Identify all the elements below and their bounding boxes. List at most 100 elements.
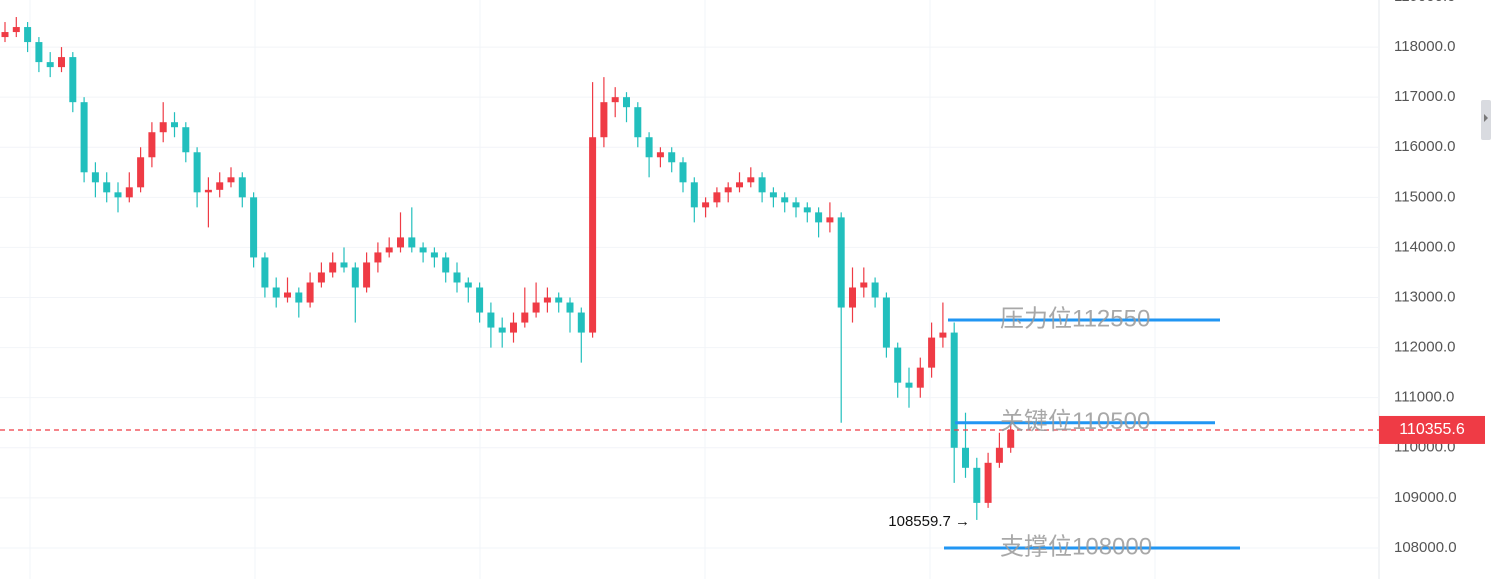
y-tick-label: 117000.0 (1394, 88, 1455, 105)
candle-body (408, 237, 416, 248)
candle-body (317, 272, 325, 283)
candle-body (295, 292, 303, 303)
candle-body (781, 197, 789, 203)
level-label: 支撑位108000 (1000, 533, 1152, 560)
candle-body (80, 102, 88, 173)
candle-body (340, 262, 348, 268)
y-tick-label: 109000.0 (1394, 489, 1457, 506)
candle-body (973, 467, 981, 503)
candle-body (950, 332, 958, 448)
candle-body (204, 189, 212, 193)
candle-body (216, 182, 224, 190)
candle-body (532, 302, 540, 313)
y-tick-label: 116000.0 (1394, 138, 1455, 155)
candle-body (148, 132, 156, 158)
candle-body (815, 212, 823, 223)
candle-body (69, 57, 77, 103)
candle-body (250, 197, 258, 258)
candle-body (634, 107, 642, 138)
candle-body (125, 187, 133, 198)
candle-body (24, 27, 32, 43)
candle-body (182, 127, 190, 153)
candle-body (577, 312, 585, 333)
candle-body (193, 152, 201, 193)
candle-body (882, 297, 890, 348)
candle-body (363, 262, 371, 288)
candle-body (611, 97, 619, 103)
candle-body (916, 367, 924, 388)
candle-body (419, 247, 427, 253)
candle-body (995, 447, 1003, 463)
candle-body (114, 192, 122, 198)
candle-body (702, 202, 710, 208)
candle-body (871, 282, 879, 298)
candle-body (498, 327, 506, 333)
candle-body (623, 97, 630, 108)
level-label: 压力位112550 (1000, 305, 1150, 332)
candle-body (939, 332, 947, 338)
candle-body (171, 122, 178, 128)
candle-body (35, 42, 43, 63)
last-price-box (1379, 415, 1485, 444)
candle-body (351, 267, 359, 288)
candle-body (679, 162, 687, 183)
candle-body (713, 192, 721, 203)
last-price-label: 110355.6 (1399, 421, 1465, 438)
candle-body (521, 312, 529, 323)
candle-body (894, 347, 902, 383)
candle-body (430, 252, 438, 258)
candle-body (261, 257, 269, 288)
candle-body (962, 447, 969, 468)
candle-body (928, 337, 936, 368)
y-tick-label: 115000.0 (1394, 188, 1455, 205)
level-label: 关键位110500 (1000, 408, 1150, 435)
candle-body (284, 292, 291, 298)
candle-body (1007, 429, 1015, 448)
candle-body (543, 297, 551, 303)
candle-body (137, 157, 145, 188)
candle-body (690, 182, 698, 208)
candle-body (555, 297, 563, 303)
candle-body (159, 122, 167, 133)
candle-body (46, 62, 54, 68)
candle-body (600, 102, 608, 138)
candle-body (837, 217, 845, 308)
candle-body (329, 262, 337, 273)
candle-body (12, 27, 20, 33)
candle-body (397, 237, 404, 248)
candle-body (849, 287, 856, 308)
candle-body (385, 247, 393, 253)
y-tick-label: 111000.0 (1394, 389, 1454, 406)
candle-body (589, 137, 597, 333)
candle-body (803, 207, 811, 213)
candle-body (566, 302, 574, 313)
candle-body (645, 137, 653, 158)
candle-body (758, 177, 766, 193)
candle-body (860, 282, 868, 288)
candle-body (58, 57, 65, 68)
candle-body (724, 187, 732, 193)
candle-body (905, 382, 913, 388)
y-tick-label: 114000.0 (1394, 238, 1455, 255)
y-tick-label: 108000.0 (1394, 539, 1457, 556)
y-tick-label: 112000.0 (1394, 339, 1455, 356)
candle-body (769, 192, 777, 198)
candle-body (984, 462, 992, 503)
candle-body (510, 322, 517, 333)
candle-body (487, 312, 495, 328)
y-tick-label: 119000.0 (1394, 0, 1455, 5)
candle-body (374, 252, 382, 263)
low-marker-label: 108559.7 → (888, 513, 970, 530)
candle-body (792, 202, 800, 208)
candle-body (464, 282, 472, 288)
candle-body (668, 152, 676, 163)
candle-body (91, 172, 99, 183)
candle-body (442, 257, 450, 273)
candle-body (238, 177, 246, 198)
candle-body (736, 182, 743, 188)
candle-body (306, 282, 314, 303)
candle-body (272, 287, 280, 298)
candle-body (1, 32, 9, 38)
candle-body (747, 177, 755, 183)
